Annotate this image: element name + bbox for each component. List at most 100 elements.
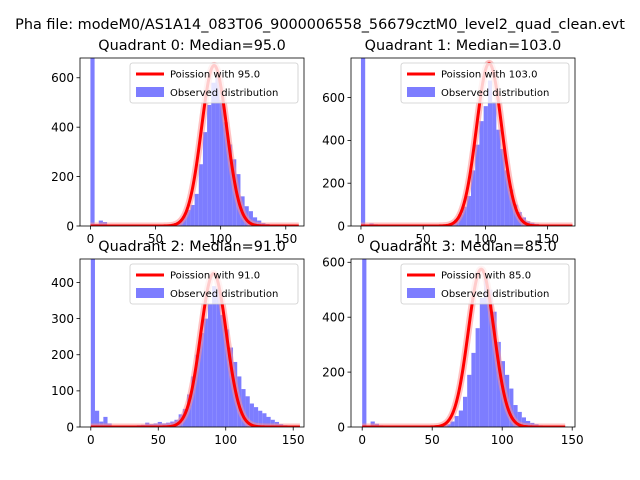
- quadrant-0-xtick-label-1: 50: [148, 232, 163, 246]
- quadrant-1-bar-24: [462, 206, 467, 226]
- quadrant-2-bar-37: [245, 396, 250, 427]
- quadrant-3-bar-21: [450, 421, 455, 427]
- quadrant-2-ytick-label-4: 400: [51, 276, 74, 290]
- quadrant-0-bar-25: [194, 193, 199, 226]
- quadrant-2-legend: Poission with 91.0 Observed distribution: [129, 263, 299, 305]
- quadrant-0-axes-frame: [79, 57, 305, 227]
- quadrant-3-xtick-label-0: 0: [358, 433, 366, 447]
- quadrant-1-bar-33: [500, 148, 505, 226]
- quadrant-2-legend-hist-swatch: [136, 288, 164, 298]
- quadrant-3-bar-27: [475, 328, 480, 427]
- quadrant-2-ytick-label-1: 100: [51, 384, 74, 398]
- quadrant-3-legend-box: [400, 263, 570, 305]
- quadrant-3-bar-29: [484, 278, 489, 427]
- quadrant-1-bar-27: [475, 144, 480, 226]
- quadrant-2-bar-38: [249, 403, 254, 427]
- quadrant-2-bar-3: [103, 416, 108, 427]
- quadrant-0-legend-box: [129, 62, 299, 104]
- quadrant-3-bar-22: [454, 416, 459, 427]
- quadrant-1-legend-label-observed: Observed distribution: [441, 88, 549, 99]
- quadrant-3-bar-36: [513, 405, 518, 427]
- quadrant-1-bar-30: [487, 80, 493, 226]
- quadrant-3-title: Quadrant 3: Median=85.0: [369, 239, 557, 255]
- quadrant-0-bar-30: [215, 77, 220, 226]
- quadrant-3-legend: Poission with 85.0 Observed distribution: [400, 263, 570, 305]
- quadrant-1-xtick-label-2: 100: [474, 232, 497, 246]
- quadrant-3-bar-25: [467, 374, 472, 427]
- quadrant-2-bar-25: [195, 354, 200, 427]
- quadrant-2-xtick-label-3: 150: [282, 433, 305, 447]
- quadrant-2-ytick-label-0: 0: [66, 420, 74, 434]
- quadrant-3-ytick-label-2: 400: [322, 310, 345, 324]
- quadrant-0-ytick-label-2: 400: [51, 120, 74, 134]
- quadrant-0-legend-hist-swatch: [136, 87, 164, 97]
- quadrant-3-legend-label-observed: Observed distribution: [441, 289, 549, 300]
- quadrant-0-bar-28: [207, 104, 212, 226]
- quadrant-1-legend-label-poisson: Poission with 103.0: [441, 70, 537, 81]
- quadrant-0-xtick-label-2: 100: [209, 232, 232, 246]
- quadrant-1-bar-31: [492, 101, 497, 226]
- figure-suptitle: Pha file: modeM0/AS1A14_083T06_900000655…: [15, 17, 625, 33]
- quadrant-1-ytick-label-3: 600: [322, 91, 345, 105]
- quadrant-0-bar-31: [219, 100, 224, 226]
- quadrant-2-axes-frame: [79, 258, 305, 428]
- quadrant-1-title: Quadrant 1: Median=103.0: [365, 38, 562, 54]
- quadrant-3-bar-30: [488, 289, 493, 427]
- quadrant-2-xtick-label-0: 0: [87, 433, 95, 447]
- quadrant-3-bar-37: [517, 411, 522, 427]
- quadrant-2-bar-0: [90, 259, 95, 427]
- quadrant-2-bar-24: [191, 376, 196, 427]
- quadrant-1-ytick-label-0: 0: [337, 219, 345, 233]
- quadrant-2-bar-1: [94, 410, 100, 427]
- quadrant-2-legend-label-observed: Observed distribution: [170, 289, 278, 300]
- quadrant-0-bar-23: [186, 209, 191, 226]
- quadrant-2-title: Quadrant 2: Median=91.0: [98, 239, 286, 255]
- quadrant-1-bar-0: [360, 58, 366, 226]
- quadrant-0-bar-38: [248, 211, 253, 226]
- quadrant-1-bar-35: [509, 189, 514, 226]
- quadrant-3-plot: 0 50 100 150 0 200 400 600 Quadrant 3: Median=85…: [322, 239, 584, 447]
- quadrant-1-legend: Poission with 103.0 Observed distribution: [400, 62, 570, 104]
- quadrant-3-ytick-label-0: 0: [337, 420, 345, 434]
- quadrant-2-xtick-label-2: 100: [214, 433, 237, 447]
- quadrant-0-bar-24: [190, 205, 195, 226]
- quadrant-0-bar-0: [90, 58, 95, 226]
- quadrant-3-bar-31: [492, 311, 497, 427]
- quadrant-1-bar-29: [483, 106, 488, 226]
- quadrant-3-bar-26: [471, 352, 476, 427]
- quadrant-2-plot: 0 50 100 150 0 100 200 300 400 Quadrant 2: Median…: [51, 239, 305, 447]
- quadrant-1-legend-hist-swatch: [407, 87, 435, 97]
- quadrant-3-bar-23: [458, 410, 463, 427]
- quadrant-2-bar-31: [220, 315, 225, 427]
- quadrant-3-legend-hist-swatch: [407, 288, 435, 298]
- quadrant-1-bar-25: [466, 196, 471, 226]
- quadrant-3-bar-28: [479, 297, 484, 427]
- quadrant-2-bar-39: [253, 407, 259, 427]
- quadrant-2-legend-box: [129, 263, 299, 305]
- quadrant-3-bar-38: [521, 417, 526, 427]
- quadrant-2-bar-40: [258, 410, 263, 427]
- quadrant-3-bar-24: [463, 396, 468, 427]
- quadrant-0-bar-33: [227, 144, 233, 226]
- quadrant-2-bar-32: [224, 329, 229, 427]
- quadrant-0-plot: 0 50 100 150 0 200 400 600 Quadrant 0: Median=95…: [51, 38, 305, 246]
- quadrant-2-bar-29: [212, 286, 217, 427]
- quadrant-2-ytick-label-3: 300: [51, 312, 74, 326]
- quadrant-1-histogram: [360, 58, 569, 226]
- quadrant-0-xtick-label-0: 0: [87, 232, 95, 246]
- quadrant-0-bar-32: [223, 122, 228, 226]
- quadrant-2-legend-label-poisson: Poission with 91.0: [170, 271, 260, 282]
- quadrant-2-bar-43: [270, 419, 275, 427]
- quadrant-1-xtick-label-3: 150: [536, 232, 559, 246]
- quadrant-1-axes-frame: [350, 57, 576, 227]
- quadrant-2-bar-41: [262, 413, 267, 427]
- quadrant-2-bar-30: [216, 287, 221, 427]
- quadrant-2-bar-28: [207, 304, 213, 427]
- quadrant-0-ytick-label-0: 0: [66, 219, 74, 233]
- quadrant-3-bar-0: [362, 259, 367, 427]
- quadrant-0-title: Quadrant 0: Median=95.0: [98, 38, 286, 54]
- quadrant-0-legend-label-observed: Observed distribution: [170, 88, 278, 99]
- quadrant-2-bar-42: [266, 416, 271, 427]
- quadrant-0-bar-29: [211, 82, 216, 226]
